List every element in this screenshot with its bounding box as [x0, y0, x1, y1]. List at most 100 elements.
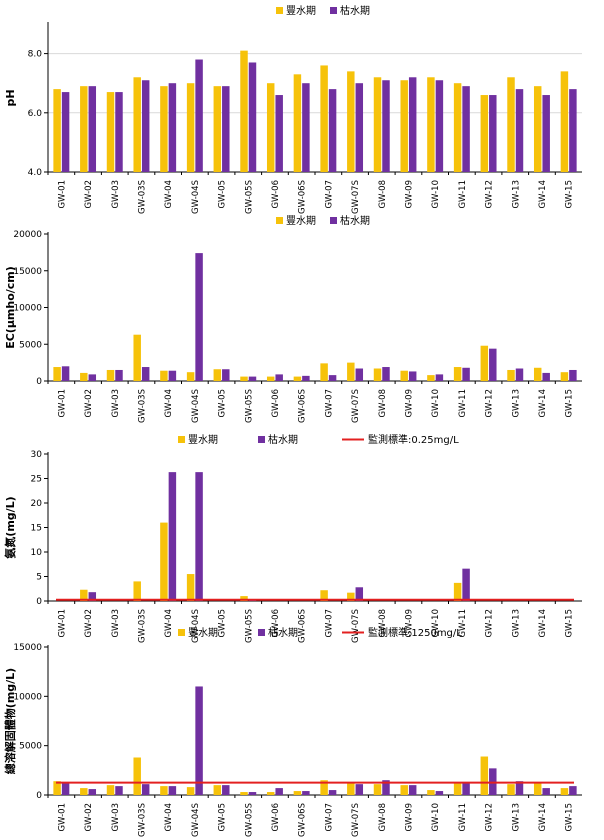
bar-wet-gw-12 — [480, 95, 489, 172]
legend-swatch-dry — [330, 217, 337, 224]
bar-wet-gw-07 — [320, 363, 328, 381]
bar-wet-gw-09 — [400, 785, 408, 795]
bar-dry-gw-15 — [569, 89, 577, 172]
x-tick-label: GW-01 — [57, 609, 67, 638]
bar-dry-gw-14 — [542, 372, 550, 381]
bar-dry-gw-05s — [248, 792, 257, 795]
bar-dry-gw-07 — [328, 375, 337, 381]
bar-dry-gw-15 — [569, 786, 577, 795]
legend-swatch-wet — [178, 629, 185, 636]
bar-dry-gw-09 — [408, 77, 417, 172]
bar-dry-gw-07s — [355, 368, 364, 381]
chart-panel-1: 4.0 6.0 8.0 pH GW-01 GW-02 GW-03 GW-03S GW-04 GW-… — [4, 4, 582, 214]
bar-wet-gw-11 — [453, 83, 462, 172]
bar-wet-gw-09 — [400, 80, 408, 172]
y-axis-label: 氨氮(mg/L) — [3, 496, 17, 558]
x-tick-label: GW-05S — [244, 180, 254, 214]
chart-panel-4: 0 5000 10000 15000 總溶解固體物(mg/L) GW-01 GW-02 GW-… — [3, 626, 582, 837]
bar-dry-gw-03s — [141, 367, 150, 381]
x-tick-label: GW-07S — [351, 180, 361, 214]
x-tick-label: GW-08 — [378, 180, 388, 209]
x-tick-label: GW-13 — [511, 803, 521, 832]
bar-dry-gw-13 — [515, 89, 524, 172]
bar-dry-gw-05 — [222, 86, 230, 172]
chart-panel-2: 0 5000 10000 15000 20000 EC(μmho/cm) GW-01 GW-0… — [4, 214, 582, 423]
bar-wet-gw-09 — [400, 370, 408, 381]
y-tick-label: 0 — [36, 597, 42, 607]
x-tick-label: GW-03 — [111, 803, 121, 832]
bar-dry-gw-04s — [195, 686, 203, 795]
x-tick-label: GW-11 — [458, 389, 468, 418]
x-tick-label: GW-03S — [137, 609, 147, 643]
bar-wet-gw-15 — [560, 372, 569, 381]
x-tick-label: GW-08 — [378, 609, 388, 638]
bar-wet-gw-04s — [186, 574, 195, 601]
bar-wet-gw-01 — [53, 89, 61, 172]
x-tick-label: GW-05 — [218, 180, 228, 209]
bar-wet-gw-12 — [480, 756, 489, 795]
bar-wet-gw-06 — [266, 376, 275, 381]
x-tick-label: GW-01 — [57, 803, 67, 832]
bar-dry-gw-07s — [355, 784, 364, 795]
bar-wet-gw-07 — [320, 65, 328, 172]
bar-wet-gw-06s — [293, 791, 302, 795]
x-tick-label: GW-12 — [485, 389, 495, 418]
bar-wet-gw-14 — [533, 783, 542, 795]
bar-dry-gw-06s — [302, 83, 310, 172]
bar-dry-gw-05s — [248, 62, 257, 173]
bar-wet-gw-11 — [453, 783, 462, 795]
bar-wet-gw-06s — [293, 74, 302, 172]
x-tick-label: GW-05 — [218, 609, 228, 638]
bar-dry-gw-15 — [569, 369, 577, 381]
y-axis-label: pH — [4, 89, 17, 106]
x-tick-label: GW-13 — [511, 609, 521, 638]
bar-dry-gw-10 — [435, 374, 444, 381]
bar-wet-gw-04 — [160, 370, 168, 381]
bar-wet-gw-05 — [213, 369, 222, 381]
bar-dry-gw-04s — [195, 472, 203, 601]
x-tick-label: GW-12 — [485, 803, 495, 832]
bar-wet-gw-10 — [427, 375, 435, 381]
x-tick-label: GW-15 — [565, 389, 575, 418]
bar-wet-gw-03s — [133, 334, 141, 381]
y-tick-label: 10000 — [13, 692, 42, 702]
bar-wet-gw-14 — [533, 367, 542, 381]
bar-dry-gw-08 — [382, 780, 390, 795]
bar-dry-gw-06s — [302, 791, 310, 795]
y-tick-label: 6.0 — [28, 109, 43, 119]
y-tick-label: 5 — [36, 573, 42, 583]
bar-dry-gw-07 — [328, 790, 337, 795]
x-tick-label: GW-05S — [244, 609, 254, 643]
x-tick-label: GW-07S — [351, 803, 361, 837]
bar-dry-gw-02 — [88, 789, 97, 795]
x-tick-label: GW-06S — [298, 180, 308, 214]
bar-dry-gw-12 — [489, 95, 497, 172]
x-tick-label: GW-01 — [57, 389, 67, 418]
legend-label-standard: 監測標準:0.25mg/L — [368, 433, 459, 446]
bar-wet-gw-02 — [80, 589, 88, 601]
x-tick-label: GW-15 — [565, 609, 575, 638]
y-tick-label: 10 — [31, 548, 43, 558]
x-tick-label: GW-06 — [271, 180, 281, 209]
x-tick-label: GW-09 — [404, 180, 414, 209]
x-tick-label: GW-09 — [404, 803, 414, 832]
bar-dry-gw-04s — [195, 59, 203, 172]
x-tick-label: GW-14 — [538, 180, 548, 209]
bar-dry-gw-04s — [195, 253, 203, 381]
x-tick-label: GW-07 — [324, 180, 334, 209]
bar-dry-gw-01 — [61, 782, 70, 795]
x-tick-label: GW-06S — [298, 803, 308, 837]
x-tick-label: GW-11 — [458, 803, 468, 832]
x-tick-label: GW-10 — [431, 389, 441, 418]
x-tick-label: GW-13 — [511, 389, 521, 418]
bar-wet-gw-04s — [186, 787, 195, 795]
x-tick-label: GW-11 — [458, 609, 468, 638]
legend-label-dry: 枯水期 — [340, 4, 370, 17]
bar-dry-gw-11 — [462, 367, 470, 381]
bar-wet-gw-15 — [560, 788, 569, 795]
x-tick-label: GW-15 — [565, 803, 575, 832]
x-tick-label: GW-03S — [137, 803, 147, 837]
bar-wet-gw-06 — [266, 792, 275, 795]
y-tick-label: 15000 — [13, 267, 42, 277]
